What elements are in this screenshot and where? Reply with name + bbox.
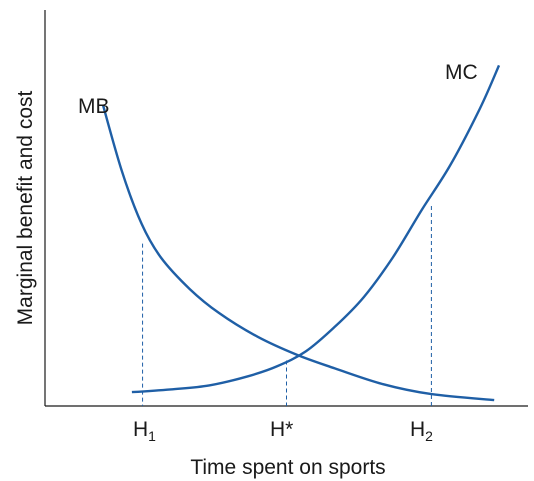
mb-curve (101, 104, 495, 402)
guide-lines (142, 206, 432, 406)
mc-curve (131, 64, 501, 394)
y-axis-label: Marginal benefit and cost (14, 91, 37, 326)
tick-hstar: H* (270, 418, 293, 441)
x-axis-label: Time spent on sports (190, 456, 385, 479)
mb-label: MB (78, 95, 110, 118)
tick-h1: H1 (133, 418, 156, 444)
mc-label: MC (445, 61, 478, 84)
tick-h2: H2 (410, 418, 433, 444)
